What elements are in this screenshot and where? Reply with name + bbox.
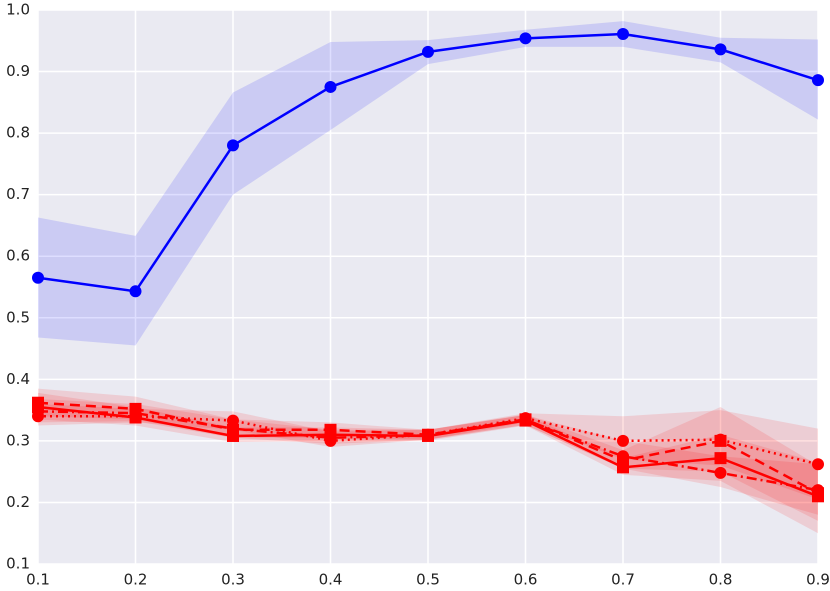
y-tick-label: 0.8 xyxy=(6,124,30,142)
series-line xyxy=(37,410,819,492)
marker xyxy=(519,32,532,45)
x-tick-label: 0.8 xyxy=(709,571,733,589)
y-tick-label: 0.7 xyxy=(6,185,30,203)
marker xyxy=(519,413,532,426)
y-tick-label: 0.5 xyxy=(6,308,30,326)
y-tick-label: 1.0 xyxy=(6,1,30,19)
x-tick-label: 0.6 xyxy=(514,571,538,589)
marker xyxy=(714,466,727,479)
marker xyxy=(714,452,727,465)
marker xyxy=(422,45,434,58)
marker xyxy=(324,431,337,444)
marker xyxy=(227,422,239,435)
marker xyxy=(227,139,239,152)
marker xyxy=(129,407,142,420)
y-tick-label: 0.1 xyxy=(6,555,30,573)
marker xyxy=(714,433,727,446)
marker xyxy=(324,80,337,93)
x-tick-label: 0.9 xyxy=(806,571,830,589)
marker xyxy=(617,434,629,447)
marker xyxy=(32,396,44,409)
x-tick-label: 0.7 xyxy=(611,571,635,589)
marker xyxy=(714,43,727,56)
confidence-band xyxy=(38,21,818,346)
marker xyxy=(422,429,434,442)
y-tick-label: 0.4 xyxy=(6,370,30,388)
y-tick-label: 0.3 xyxy=(6,431,30,449)
marker xyxy=(812,458,824,471)
x-tick-label: 0.1 xyxy=(26,571,50,589)
x-tick-label: 0.4 xyxy=(319,571,343,589)
y-tick-label: 0.2 xyxy=(6,493,30,511)
marker xyxy=(129,285,142,298)
marker xyxy=(32,271,44,284)
marker xyxy=(617,450,629,463)
x-tick-label: 0.2 xyxy=(124,571,148,589)
y-tick-label: 0.9 xyxy=(6,62,30,80)
x-tick-label: 0.3 xyxy=(221,571,245,589)
marker xyxy=(812,74,824,87)
marker xyxy=(812,484,824,497)
marker xyxy=(32,405,44,418)
x-tick-label: 0.5 xyxy=(416,571,440,589)
marker xyxy=(617,28,629,41)
y-tick-label: 0.6 xyxy=(6,247,30,265)
